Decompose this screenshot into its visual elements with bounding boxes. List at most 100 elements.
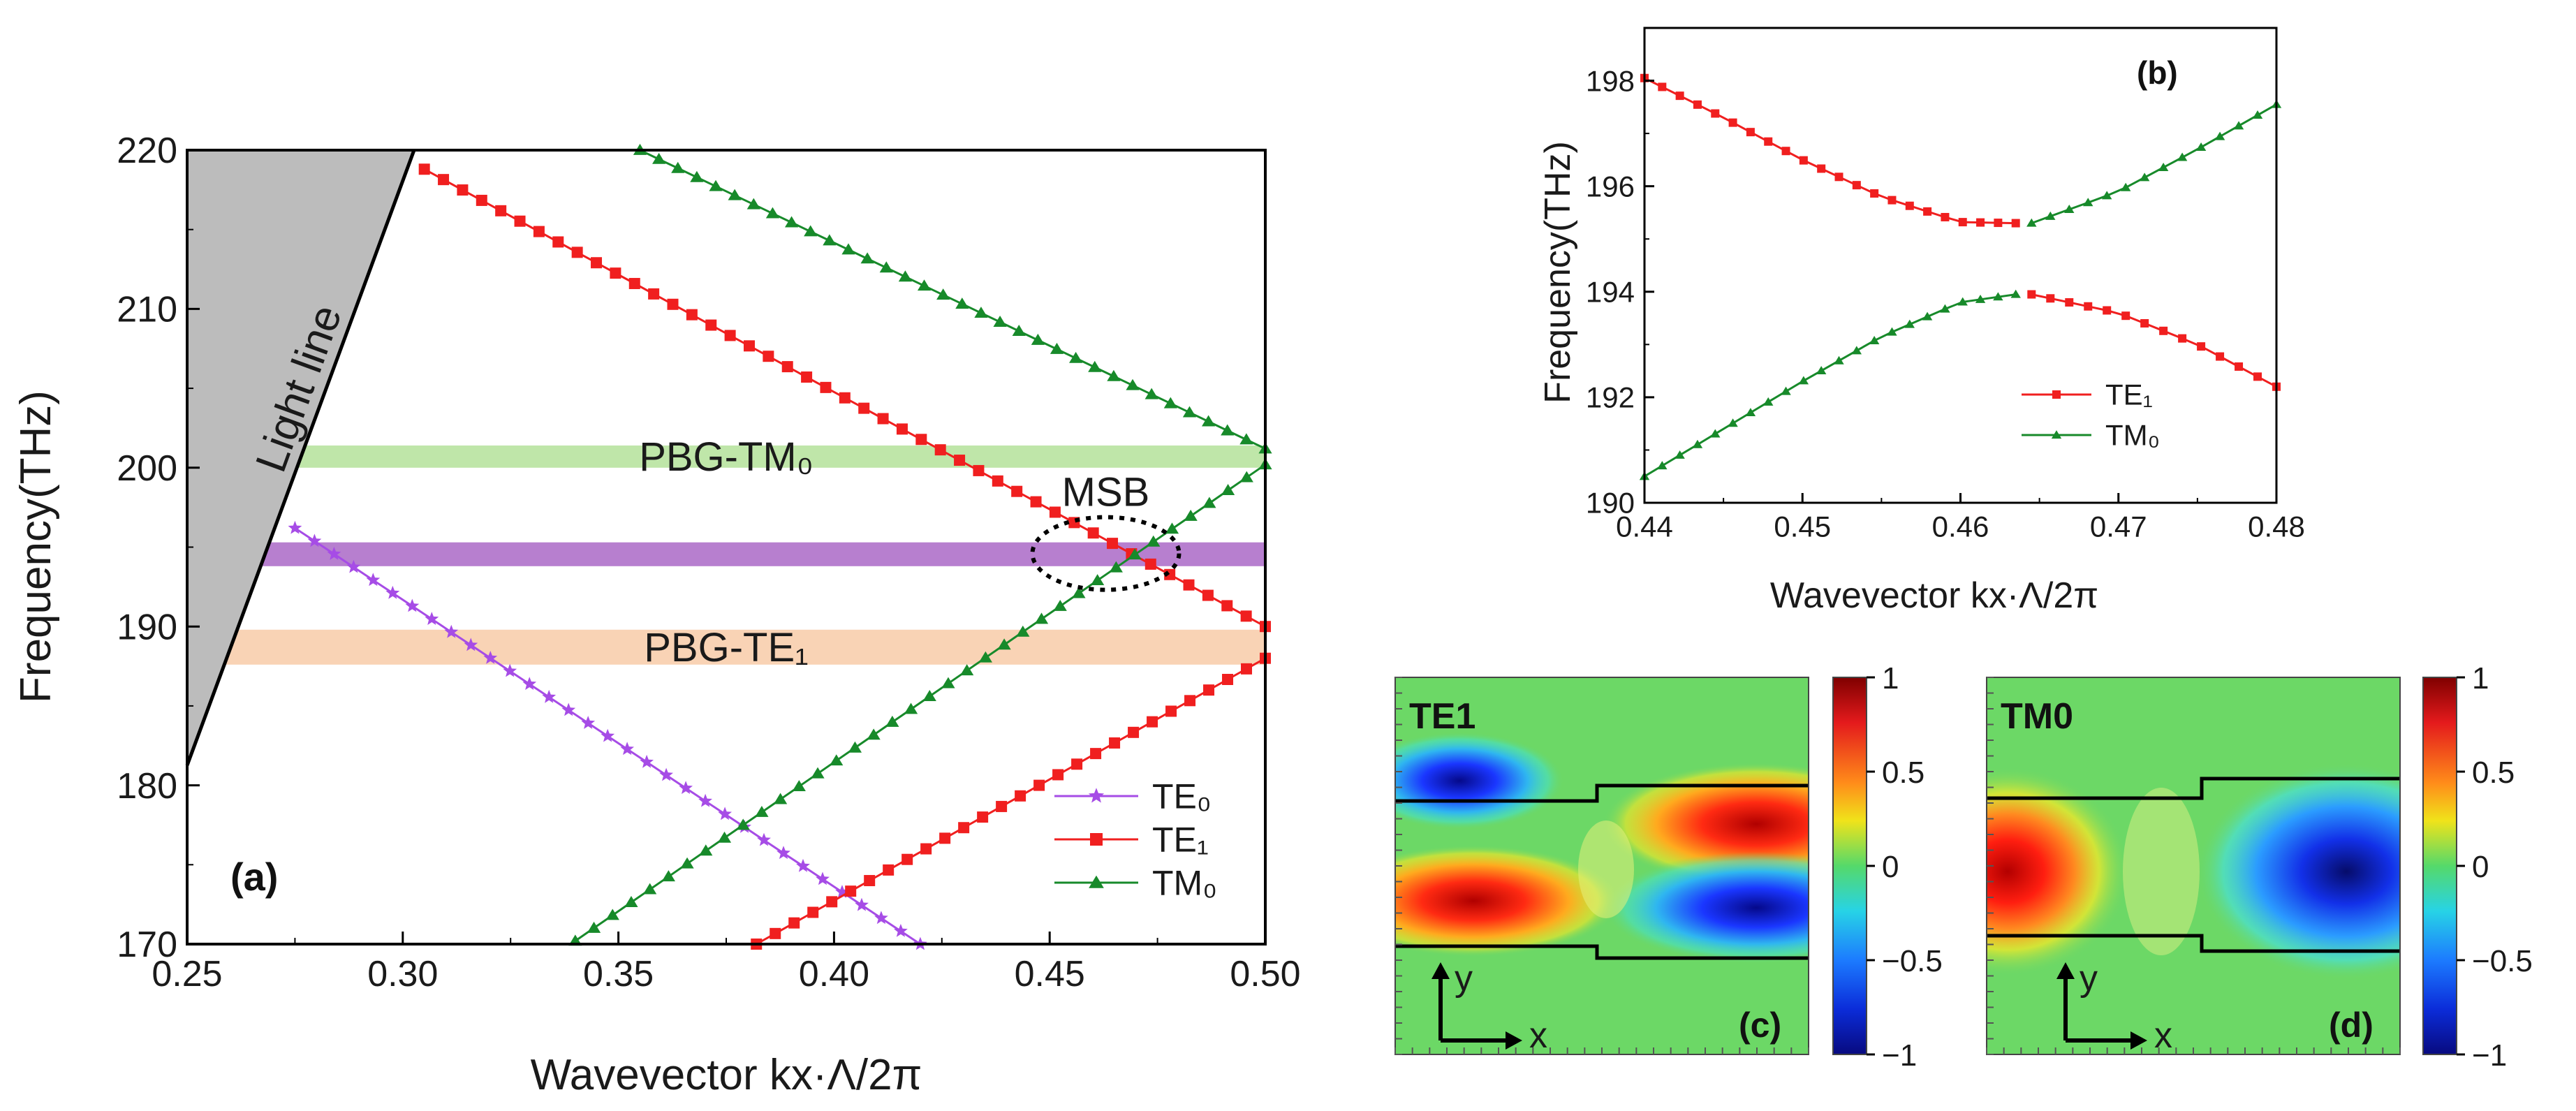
x-tick-label: 0.50: [1230, 954, 1300, 994]
data-point: [922, 690, 936, 701]
data-point: [2010, 289, 2021, 298]
data-point: [652, 152, 666, 164]
data-point: [2103, 306, 2112, 315]
legend-marker: [2052, 390, 2061, 399]
data-point: [1693, 100, 1702, 109]
data-point: [2159, 326, 2168, 335]
x-tick-label: 0.48: [2248, 510, 2305, 543]
mode-label-d: TM0: [2001, 696, 2073, 737]
legend-item-te1: TE₁: [1054, 821, 1209, 860]
data-point: [2177, 152, 2188, 161]
data-point: [1798, 376, 1809, 385]
data-point: [1201, 415, 1216, 427]
data-point: [1852, 181, 1861, 190]
waveguide-outline-d: [1987, 777, 2400, 953]
data-point: [1240, 610, 1252, 622]
data-point: [997, 638, 1011, 650]
data-point: [755, 805, 769, 817]
data-point: [425, 612, 439, 625]
data-point: [1147, 716, 1158, 728]
data-point: [1221, 484, 1235, 495]
data-point: [1182, 406, 1197, 418]
data-point: [1088, 360, 1102, 372]
y-tick-label: 196: [1586, 170, 1635, 203]
data-point: [2011, 219, 2020, 228]
data-point: [444, 624, 459, 638]
data-point: [823, 234, 837, 246]
colorbar-tick-label: −0.5: [2472, 944, 2533, 978]
data-point: [978, 651, 992, 663]
legend-item-tm0: TM₀: [1054, 864, 1217, 903]
data-point: [1239, 433, 1253, 445]
data-point: [864, 875, 876, 887]
data-point: [934, 444, 946, 456]
data-point: [973, 464, 985, 476]
data-point: [736, 818, 750, 830]
data-point: [2102, 191, 2112, 200]
data-point: [288, 520, 302, 534]
data-point: [542, 689, 557, 703]
data-point: [561, 702, 576, 716]
series-te0: [288, 520, 927, 950]
data-point: [763, 351, 774, 362]
y-tick-label: 170: [117, 925, 177, 965]
x-axis-label-b: Wavevector kx·Λ/2π: [1770, 575, 2098, 616]
data-point: [418, 163, 430, 175]
data-point: [774, 793, 788, 804]
data-point: [2214, 131, 2225, 140]
data-point: [1976, 218, 1985, 227]
data-point: [1107, 369, 1121, 381]
data-point: [835, 885, 849, 898]
data-point: [457, 184, 469, 196]
data-point: [855, 897, 869, 911]
mode-label-c: TE1: [1409, 696, 1475, 737]
msb-label: MSB: [1062, 470, 1150, 515]
data-point: [705, 319, 717, 331]
data-point: [620, 742, 634, 756]
data-point: [728, 189, 742, 200]
data-point: [533, 226, 545, 237]
x-tick-label: 0.45: [1774, 510, 1831, 543]
series-te1-upper: [418, 163, 1271, 633]
light-line: [185, 149, 416, 766]
data-point: [904, 702, 918, 714]
data-point: [1165, 705, 1177, 717]
data-point: [1202, 496, 1216, 508]
data-point: [874, 911, 888, 925]
data-point: [671, 161, 685, 173]
series-tm0-upper: [2026, 99, 2282, 227]
arrowhead-y-c: [1431, 962, 1450, 979]
data-point: [894, 924, 908, 937]
data-point: [826, 896, 838, 908]
colorbar-tick-label: 0.5: [1882, 756, 1924, 790]
data-point: [591, 257, 603, 269]
colorbar-tick-label: 0: [1882, 850, 1899, 884]
data-point: [1799, 156, 1808, 165]
data-point: [717, 831, 732, 843]
legend-label: TE₁: [2105, 378, 2153, 411]
data-point: [1222, 674, 1234, 685]
axis-y-c: y: [1455, 958, 1473, 999]
data-point: [996, 800, 1008, 812]
legend-label: TM₀: [1152, 864, 1217, 903]
data-point: [1887, 327, 1897, 336]
colorbar-c: [1832, 677, 1867, 1055]
data-point: [845, 885, 857, 897]
data-point: [1072, 587, 1086, 598]
data-point: [661, 870, 675, 882]
data-point: [2139, 172, 2150, 182]
y-tick-label: 180: [117, 766, 177, 807]
colorbar-tick-label: 1: [2472, 661, 2489, 696]
data-point: [1034, 612, 1049, 624]
data-point: [1052, 769, 1064, 781]
colorbar-tick-label: 0: [2472, 850, 2489, 884]
data-point: [1728, 118, 1737, 127]
y-tick-label: 190: [1586, 487, 1635, 520]
data-point: [792, 780, 806, 792]
legend-label: TM₀: [2105, 419, 2160, 452]
data-point: [811, 767, 825, 779]
data-point: [816, 871, 830, 885]
data-point: [1745, 408, 1756, 417]
data-point: [839, 392, 851, 404]
data-point: [1015, 790, 1026, 802]
